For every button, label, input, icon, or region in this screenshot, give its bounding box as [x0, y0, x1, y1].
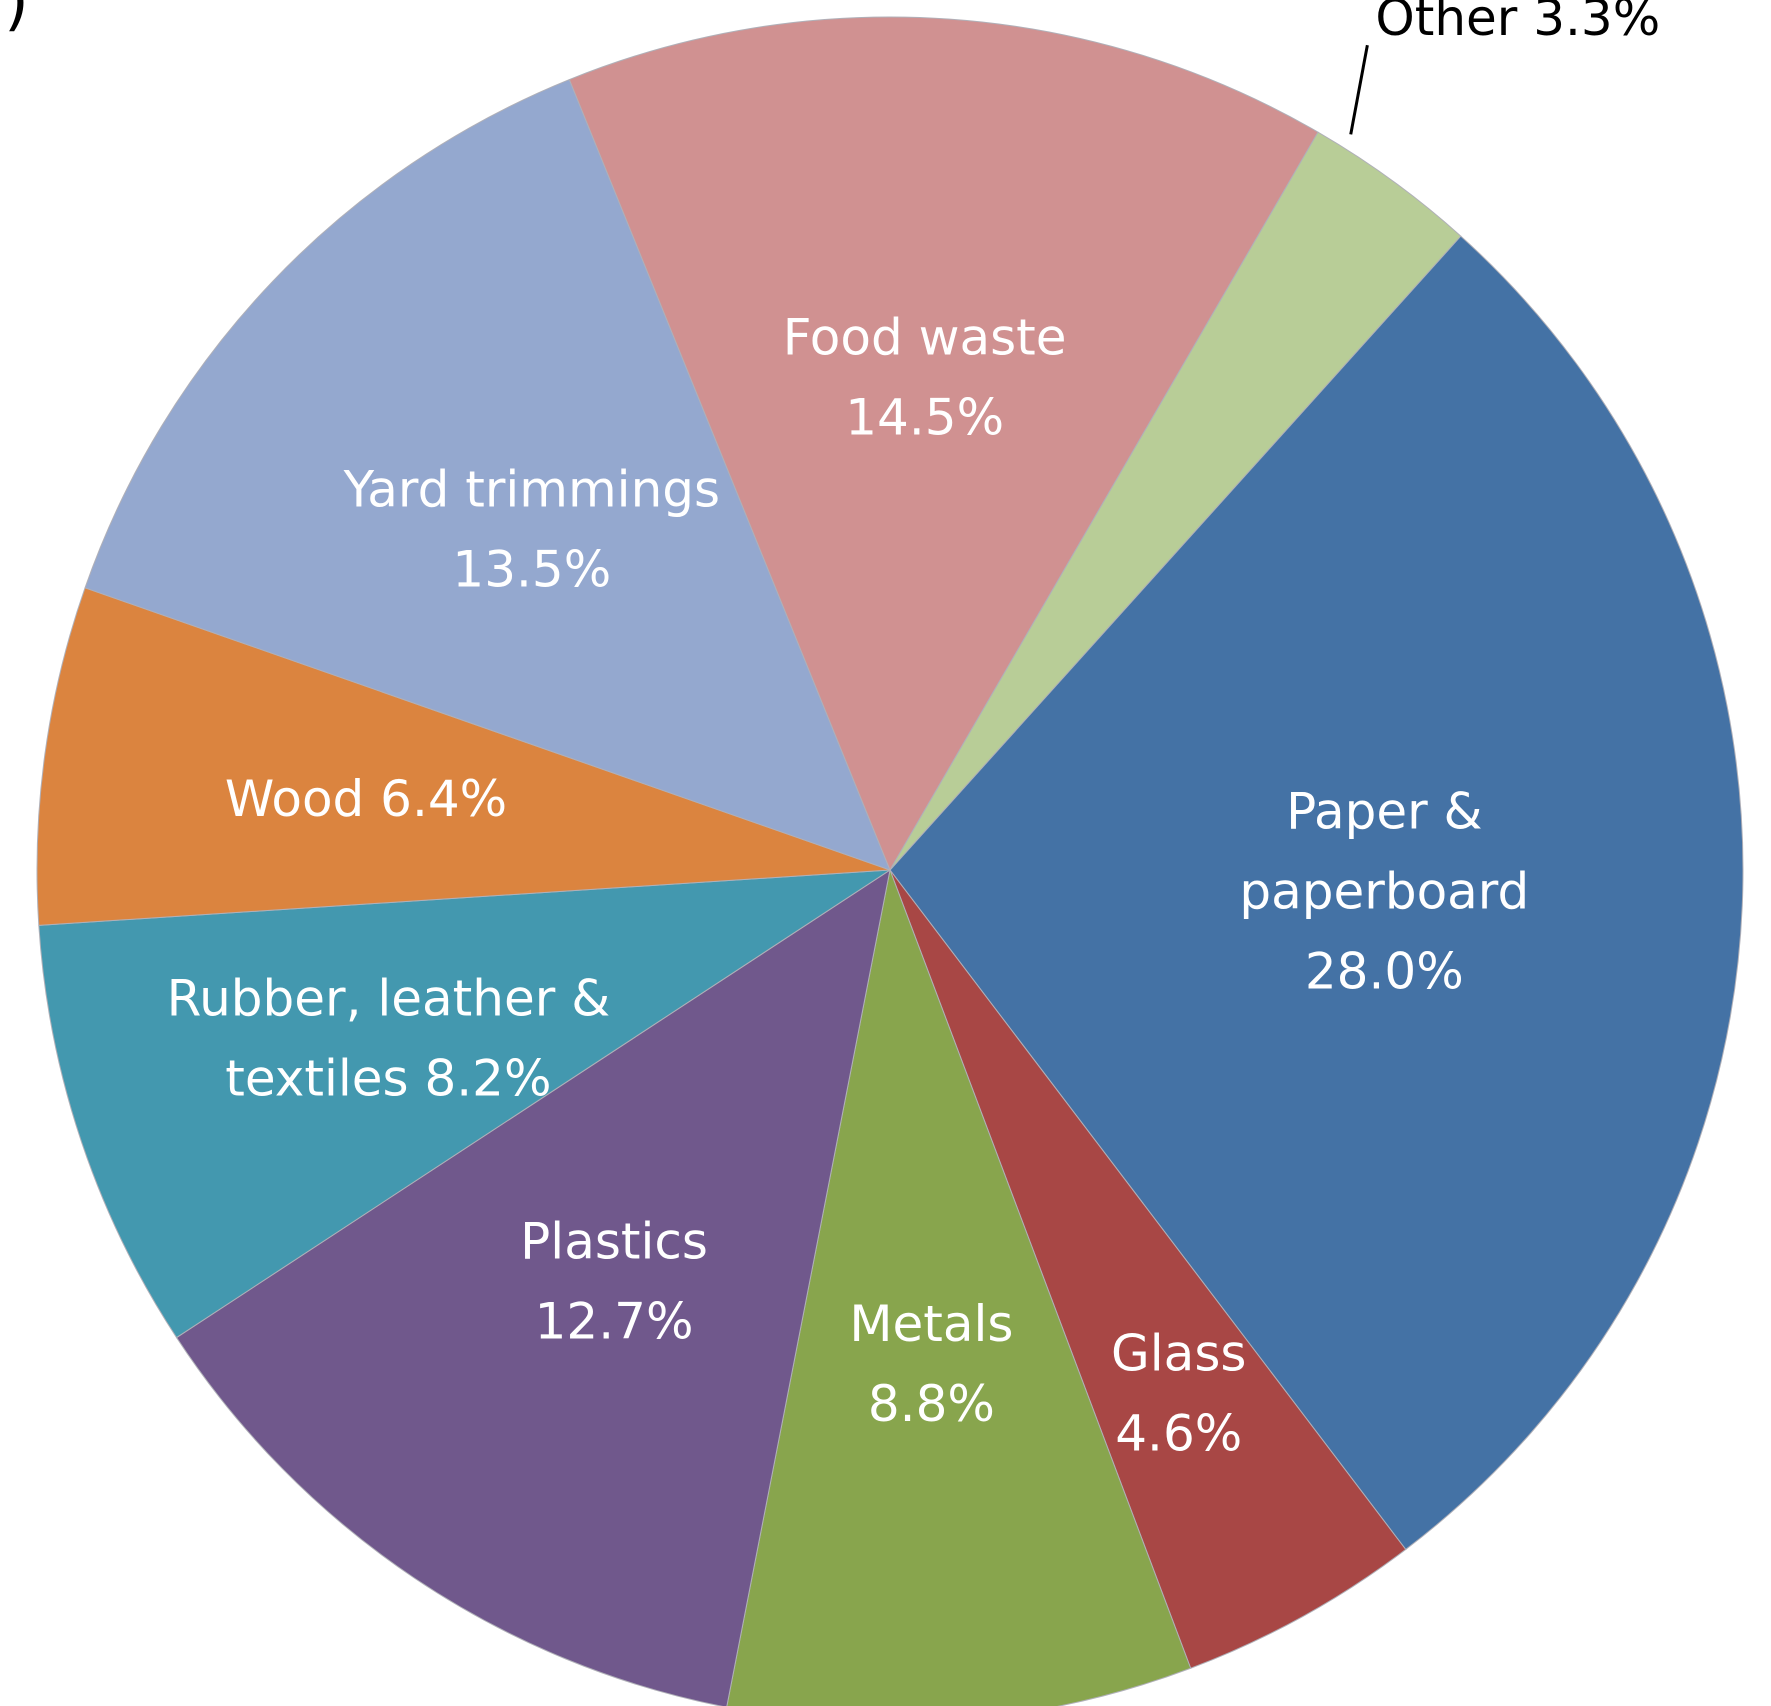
slice-label-line: 12.7%: [535, 1293, 694, 1351]
panel-mark: ): [4, 0, 29, 39]
slice-label-other: Other 3.3%: [1375, 0, 1660, 47]
pie-slice-yard-trimmings: [84, 79, 891, 871]
slice-label-line: 4.6%: [1115, 1405, 1242, 1463]
slice-label-glass: Glass 4.6%: [1111, 1325, 1246, 1463]
slice-label-line: Paper &: [1286, 783, 1482, 841]
slice-label-line: Rubber, leather &: [167, 970, 611, 1028]
pie-slice-rubber-leather-and-textiles: [38, 869, 891, 1339]
slice-label-line: Glass: [1111, 1325, 1246, 1383]
slice-label-line: Plastics: [520, 1213, 708, 1271]
slice-label-line: 28.0%: [1305, 943, 1464, 1001]
labels-layer: Paper & paperboard 28.0% Glass 4.6% Metals 8.8…: [167, 0, 1661, 1463]
slice-label-line: textiles 8.2%: [225, 1050, 551, 1108]
slice-label-plastics: Plastics 12.7%: [520, 1213, 708, 1351]
slice-label-line: 8.8%: [868, 1375, 995, 1433]
slice-label-line: Other 3.3%: [1375, 0, 1660, 47]
pie-slice-glass: [889, 869, 1407, 1669]
slice-label-line: paperboard: [1239, 863, 1529, 921]
slice-label-rubber-leather-and-textiles: Rubber, leather & textiles 8.2%: [167, 970, 611, 1108]
slice-label-line: 14.5%: [845, 388, 1004, 446]
slice-label-metals: Metals 8.8%: [849, 1295, 1013, 1433]
slices-layer: [36, 16, 1744, 1706]
pie-slice-metals: [726, 869, 1192, 1706]
pie-slice-paper-and-paperboard: [889, 235, 1744, 1550]
leader-line-other: [1349, 44, 1369, 135]
slice-label-line: Food waste: [783, 308, 1067, 366]
slice-label-line: Metals: [849, 1295, 1013, 1353]
slice-label-food-waste: Food waste 14.5%: [783, 308, 1067, 446]
pie-slice-plastics: [176, 869, 891, 1706]
slice-label-line: Wood 6.4%: [225, 770, 507, 828]
pie-slice-wood: [36, 587, 891, 926]
slice-label-wood: Wood 6.4%: [225, 770, 507, 828]
pie-slice-other: [889, 131, 1462, 871]
slice-label-line: 13.5%: [452, 541, 611, 599]
slice-label-paper-and-paperboard: Paper & paperboard 28.0%: [1239, 783, 1529, 1001]
slice-label-yard-trimmings: Yard trimmings 13.5%: [343, 461, 720, 599]
slice-label-line: Yard trimmings: [343, 461, 720, 519]
pie-slice-food-waste: [568, 16, 1319, 871]
